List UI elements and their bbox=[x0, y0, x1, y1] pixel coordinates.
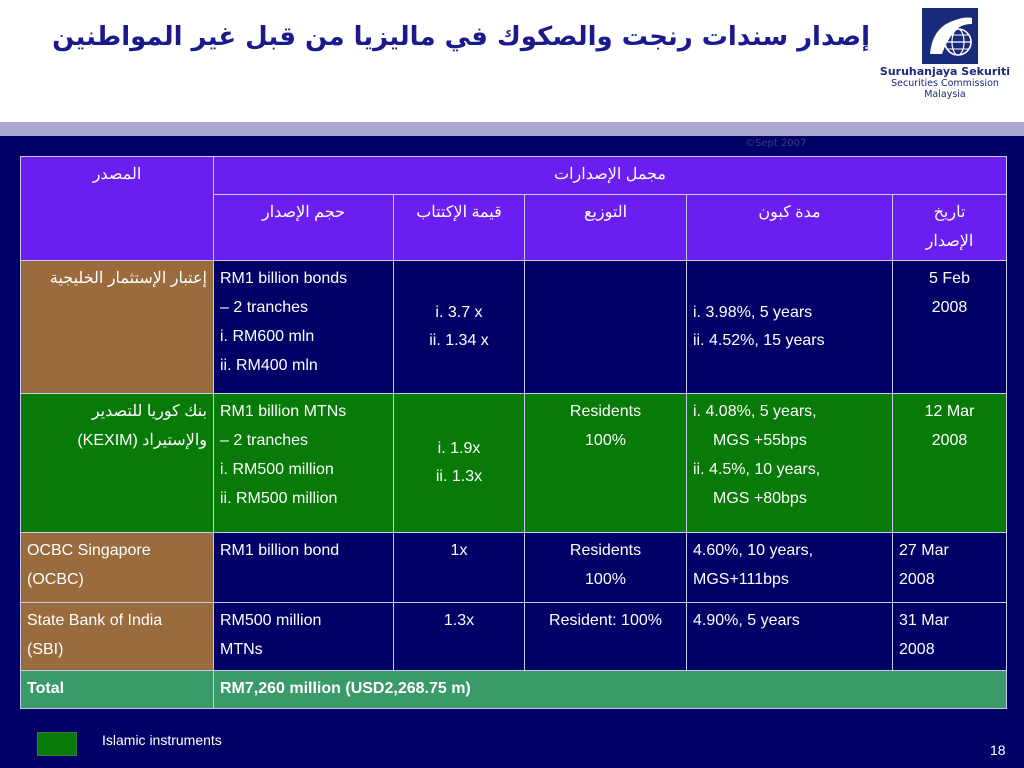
slide-title: إصدار سندات رنجت والصكوك في ماليزيا من ق… bbox=[52, 22, 870, 52]
header-coupon: مدة كبون bbox=[686, 193, 893, 262]
issuance-table: المصدر مجمل الإصدارات حجم الإصدار قيمة ا… bbox=[20, 155, 1008, 710]
issue-date-line: 5 Feb bbox=[929, 270, 970, 288]
header-total-issuance: مجمل الإصدارات bbox=[212, 156, 1008, 195]
subscription-line: ii. 1.3x bbox=[435, 468, 483, 486]
logo-caption: Suruhanjaya Sekuriti Securities Commissi… bbox=[870, 65, 1020, 100]
coupon-cell: 4.90%, 5 years bbox=[686, 602, 893, 672]
copyright-note: ©Sept 2007 bbox=[745, 138, 807, 149]
legend-label: Islamic instruments bbox=[102, 732, 222, 748]
issuer-cell: بنك كوريا للتصدير والإستيراد (KEXIM) bbox=[20, 393, 214, 534]
table-row: إعتبار الإستثمار الخليجية RM1 billion bo… bbox=[20, 260, 1008, 395]
coupon-cell: i. 3.98%, 5 years ii. 4.52%, 15 years bbox=[686, 260, 893, 395]
issuer-line: (OCBC) bbox=[27, 571, 84, 589]
issue-date-line: 27 Mar bbox=[899, 542, 949, 560]
coupon-line: MGS +80bps bbox=[713, 489, 807, 507]
issue-date-line: 31 Mar bbox=[899, 612, 949, 630]
header-issue-size: حجم الإصدار bbox=[213, 193, 394, 262]
distribution-cell: Resident: 100% bbox=[524, 602, 687, 672]
issue-size-line: RM1 billion MTNs bbox=[220, 403, 347, 421]
page-number: 18 bbox=[990, 742, 1006, 758]
coupon-line: i. 4.08%, 5 years, bbox=[693, 403, 817, 421]
coupon-line: 4.60%, 10 years, bbox=[693, 542, 814, 560]
subscription-line: i. 3.7 x bbox=[435, 303, 483, 321]
issue-size-line: ii. RM500 million bbox=[220, 489, 338, 507]
distribution-line: Residents bbox=[569, 403, 642, 421]
coupon-cell: i. 4.08%, 5 years, MGS +55bps ii. 4.5%, … bbox=[686, 393, 893, 534]
total-row: Total RM7,260 million (USD2,268.75 m) bbox=[20, 670, 1008, 710]
issuer-line: State Bank of India bbox=[27, 612, 163, 630]
issue-size-cell: RM1 billion bond bbox=[213, 532, 394, 604]
subscription-cell: i. 3.7 x ii. 1.34 x bbox=[393, 260, 525, 395]
total-value: RM7,260 million (USD2,268.75 m) bbox=[212, 670, 1008, 710]
subscription-line: i. 1.9x bbox=[437, 439, 481, 457]
slide-header: إصدار سندات رنجت والصكوك في ماليزيا من ق… bbox=[0, 0, 1024, 122]
issue-size-line: – 2 tranches bbox=[220, 432, 309, 450]
table-row: OCBC Singapore (OCBC) RM1 billion bond 1… bbox=[20, 532, 1008, 604]
issue-date-line: 2008 bbox=[931, 432, 968, 450]
issuer-cell: إعتبار الإستثمار الخليجية bbox=[20, 260, 214, 395]
header-subscription: قيمة الإكتتاب bbox=[393, 193, 525, 262]
islamic-instruments-legend-swatch bbox=[37, 732, 77, 756]
header-issue-date-line-2: الإصدار bbox=[925, 232, 974, 250]
issuer-line: والإستيراد (KEXIM) bbox=[77, 432, 207, 450]
issue-size-cell: RM1 billion bonds – 2 tranches i. RM600 … bbox=[213, 260, 394, 395]
logo-line-2: Securities Commission bbox=[891, 77, 999, 89]
issuer-line: (SBI) bbox=[27, 641, 64, 659]
distribution-line: 100% bbox=[585, 432, 626, 450]
distribution-line: 100% bbox=[585, 571, 626, 589]
header-issue-date-line-1: تاريخ bbox=[933, 203, 966, 221]
distribution-cell: Residents 100% bbox=[524, 393, 687, 534]
issue-size-line: – 2 tranches bbox=[220, 299, 309, 317]
issuer-line: OCBC Singapore bbox=[27, 542, 151, 560]
issue-date-cell: 5 Feb 2008 bbox=[891, 260, 1008, 395]
header-issuer: المصدر bbox=[20, 155, 214, 262]
issue-date-line: 12 Mar bbox=[924, 403, 975, 421]
distribution-cell: Residents 100% bbox=[524, 532, 687, 604]
issue-size-line: i. RM600 mln bbox=[220, 327, 315, 345]
issue-date-cell: 27 Mar 2008 bbox=[891, 532, 1008, 604]
header-issue-date: تاريخ الإصدار bbox=[891, 193, 1008, 262]
securities-commission-logo-icon bbox=[922, 8, 978, 64]
issuer-cell: OCBC Singapore (OCBC) bbox=[20, 532, 214, 604]
issue-date-cell: 12 Mar 2008 bbox=[891, 393, 1008, 534]
issue-date-line: 2008 bbox=[931, 299, 968, 317]
issuer-cell: State Bank of India (SBI) bbox=[20, 602, 214, 672]
header-divider-band bbox=[0, 122, 1024, 136]
coupon-line: i. 3.98%, 5 years bbox=[693, 303, 813, 321]
issue-date-line: 2008 bbox=[899, 641, 935, 659]
coupon-line: MGS +55bps bbox=[713, 432, 807, 450]
issue-date-cell: 31 Mar 2008 bbox=[891, 602, 1008, 672]
subscription-cell: 1x bbox=[393, 532, 525, 604]
table-row: بنك كوريا للتصدير والإستيراد (KEXIM) RM1… bbox=[20, 393, 1008, 534]
coupon-line: MGS+111bps bbox=[693, 571, 789, 589]
distribution-line: Residents bbox=[569, 542, 642, 560]
issue-size-line: ii. RM400 mln bbox=[220, 356, 318, 374]
issue-size-line: MTNs bbox=[220, 641, 263, 659]
coupon-line: ii. 4.5%, 10 years, bbox=[693, 460, 821, 478]
total-label: Total bbox=[20, 670, 214, 710]
subscription-line: ii. 1.34 x bbox=[429, 332, 489, 350]
issue-size-cell: RM500 million MTNs bbox=[213, 602, 394, 672]
issue-size-cell: RM1 billion MTNs – 2 tranches i. RM500 m… bbox=[213, 393, 394, 534]
issue-size-line: i. RM500 million bbox=[220, 460, 334, 478]
issue-size-line: RM500 million bbox=[220, 612, 322, 630]
issuer-line: بنك كوريا للتصدير bbox=[91, 403, 207, 421]
table-subheader-row: حجم الإصدار قيمة الإكتتاب التوزيع مدة كب… bbox=[21, 193, 1008, 262]
distribution-cell bbox=[524, 260, 687, 395]
header-distribution: التوزيع bbox=[524, 193, 687, 262]
table-header-row: المصدر مجمل الإصدارات bbox=[20, 155, 1008, 262]
coupon-line: ii. 4.52%, 15 years bbox=[693, 332, 825, 350]
logo-line-1: Suruhanjaya Sekuriti bbox=[879, 65, 1011, 78]
coupon-cell: 4.60%, 10 years, MGS+111bps bbox=[686, 532, 893, 604]
table-row: State Bank of India (SBI) RM500 million … bbox=[20, 602, 1008, 672]
issue-size-line: RM1 billion bonds bbox=[220, 270, 348, 288]
logo-line-3: Malaysia bbox=[924, 88, 966, 100]
subscription-cell: 1.3x bbox=[393, 602, 525, 672]
subscription-cell: i. 1.9x ii. 1.3x bbox=[393, 393, 525, 534]
issue-date-line: 2008 bbox=[899, 571, 935, 589]
